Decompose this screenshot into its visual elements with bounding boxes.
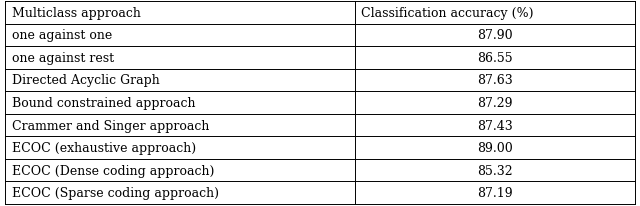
Text: 87.29: 87.29: [477, 97, 513, 109]
Text: 85.32: 85.32: [477, 164, 513, 177]
Text: one against rest: one against rest: [12, 52, 114, 65]
Text: ECOC (exhaustive approach): ECOC (exhaustive approach): [12, 141, 196, 154]
Text: Crammer and Singer approach: Crammer and Singer approach: [12, 119, 209, 132]
Text: 86.55: 86.55: [477, 52, 513, 65]
Text: 87.43: 87.43: [477, 119, 513, 132]
Text: Multiclass approach: Multiclass approach: [12, 7, 140, 20]
Text: Classification accuracy (%): Classification accuracy (%): [361, 7, 534, 20]
Text: Directed Acyclic Graph: Directed Acyclic Graph: [12, 74, 159, 87]
Text: ECOC (Sparse coding approach): ECOC (Sparse coding approach): [12, 186, 218, 199]
Text: Bound constrained approach: Bound constrained approach: [12, 97, 195, 109]
Text: 87.63: 87.63: [477, 74, 513, 87]
Text: ECOC (Dense coding approach): ECOC (Dense coding approach): [12, 164, 214, 177]
Text: one against one: one against one: [12, 29, 112, 42]
Text: 87.90: 87.90: [477, 29, 513, 42]
Text: 87.19: 87.19: [477, 186, 513, 199]
Text: 89.00: 89.00: [477, 141, 513, 154]
